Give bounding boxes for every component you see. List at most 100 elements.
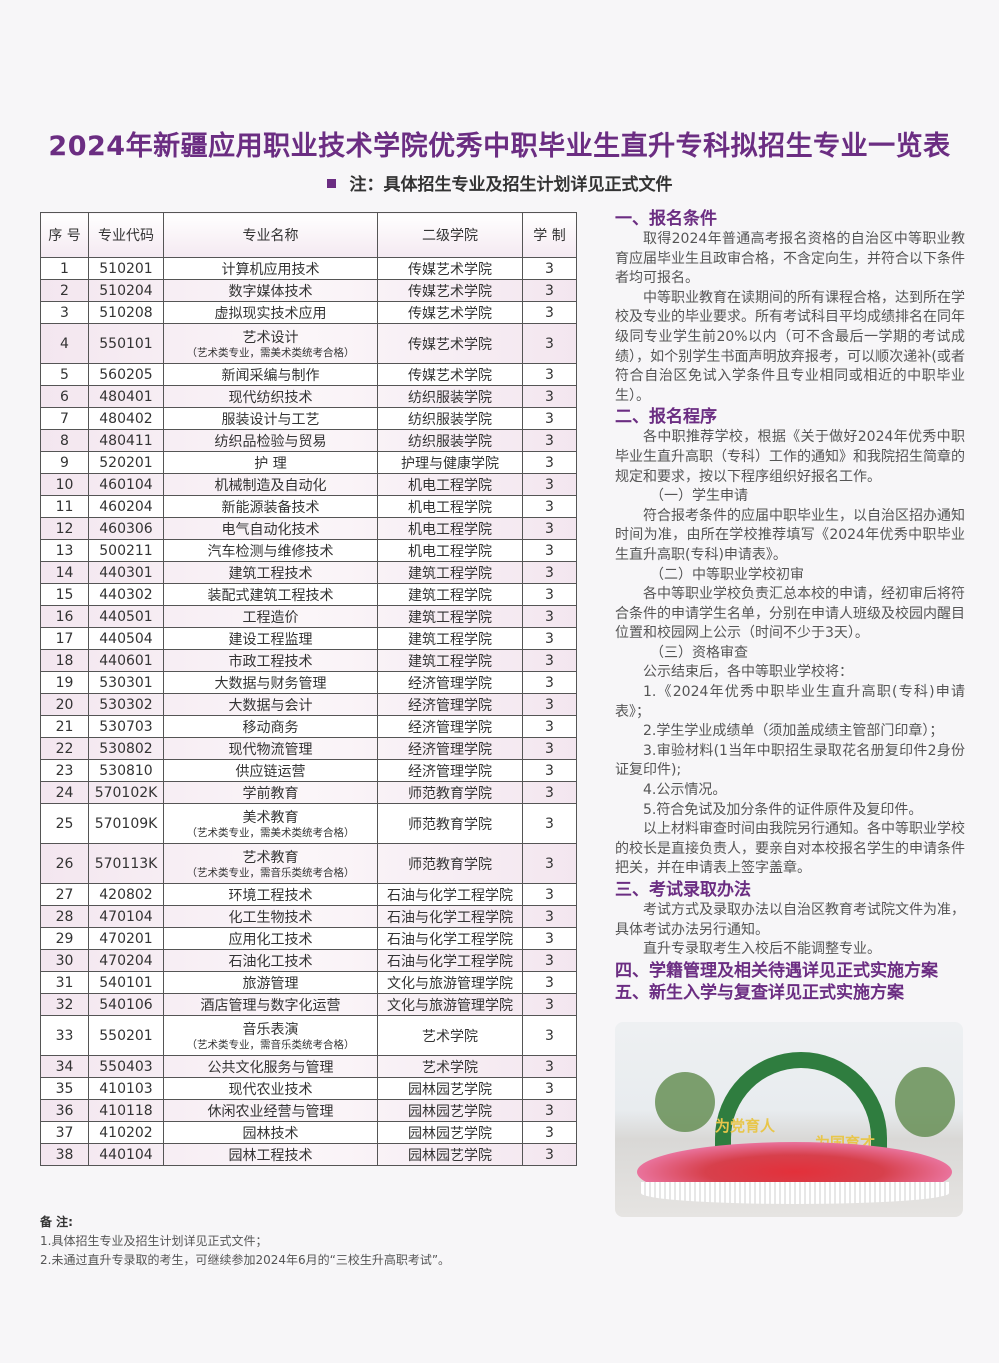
cell-college-text: 石油与化学工程学院 [387,931,513,948]
cell-college-text: 建筑工程学院 [408,609,492,626]
cell-years: 3 [522,759,577,782]
cell-major: 现代农业技术 [163,1077,378,1100]
cell-major-text: 新闻采编与制作 [221,367,320,384]
cell-college-text: 园林园艺学院 [408,1125,492,1142]
cell-college-text: 建筑工程学院 [408,565,492,582]
section-2-list-3: 3.审验材料(1当年中职招生录取花名册复印件2身份证复印件); [615,742,965,779]
cell-years: 3 [522,905,577,928]
cell-no-text: 21 [55,718,74,735]
cell-college: 纺织服装学院 [377,385,523,408]
cell-code: 510208 [88,301,164,324]
cell-major: 旅游管理 [163,971,378,994]
cell-code: 410103 [88,1077,164,1100]
cell-code-text: 470104 [99,908,153,925]
cell-years-text: 3 [545,564,554,581]
cell-no-text: 32 [55,996,74,1013]
major-requirement-note: （艺术类专业，需音乐类统考合格） [186,1039,355,1051]
cell-major-text: 市政工程技术 [228,653,313,670]
cell-major: 休闲农业经营与管理 [163,1099,378,1122]
table-row: 18 440601 市政工程技术 建筑工程学院 3 [40,649,577,672]
cell-no: 4 [40,323,89,364]
cell-years-text: 3 [545,696,554,713]
cell-college-text: 机电工程学院 [408,521,492,538]
cell-years-text: 3 [545,520,554,537]
campus-flowerbed-photo: 为党育人 为国育才 [615,1022,963,1217]
cell-college: 文化与旅游管理学院 [377,993,523,1016]
cell-college: 经济管理学院 [377,759,523,782]
cell-code-text: 480402 [99,410,153,427]
cell-years-text: 3 [545,260,554,277]
cell-major-text: 工程造价 [242,609,299,626]
cell-code-text: 480411 [99,432,153,449]
cell-no-text: 7 [60,410,69,427]
cell-code-text: 440302 [99,586,153,603]
cell-major: 新闻采编与制作 [163,363,378,386]
cell-college-text: 建筑工程学院 [408,653,492,670]
cell-major: 新能源装备技术 [163,495,378,518]
cell-college: 艺术学院 [377,1055,523,1078]
cell-college: 经济管理学院 [377,671,523,694]
cell-code: 540101 [88,971,164,994]
cell-no: 9 [40,451,89,474]
cell-code-text: 530703 [99,718,153,735]
table-row: 12 460306 电气自动化技术 机电工程学院 3 [40,517,577,540]
cell-no-text: 27 [55,886,74,903]
cell-major-text: 建设工程监理 [228,631,313,648]
cell-code: 460306 [88,517,164,540]
section-2-para-1: 各中职推荐学校，根据《关于做好2024年优秀中职毕业生直升高职（专科）工作的通知… [615,429,965,485]
cell-no: 6 [40,385,89,408]
cell-no-text: 23 [55,762,74,779]
cell-years: 3 [522,737,577,760]
cell-no: 7 [40,407,89,430]
cell-no-text: 28 [55,908,74,925]
cell-college: 经济管理学院 [377,693,523,716]
header-code: 专业代码 [88,212,164,258]
cell-code: 530301 [88,671,164,694]
cell-college: 园林园艺学院 [377,1121,523,1144]
cell-no: 14 [40,561,89,584]
section-1-para-2: 中等职业教育在读期间的所有课程合格，达到所在学校及专业的毕业要求。所有考试科目平… [615,289,965,404]
cell-years: 3 [522,539,577,562]
cell-no-text: 24 [55,784,74,801]
cell-years: 3 [522,803,577,844]
cell-major: 移动商务 [163,715,378,738]
cell-no: 3 [40,301,89,324]
cell-no-text: 16 [55,608,74,625]
cell-major: 音乐表演 （艺术类专业，需音乐类统考合格） [163,1015,378,1056]
section-2-para-2: 符合报考条件的应届中职毕业生，以自治区招办通知时间为准，由所在学校推荐填写《20… [615,507,965,563]
cell-years-text: 3 [545,388,554,405]
cell-college: 机电工程学院 [377,517,523,540]
cell-major: 建筑工程技术 [163,561,378,584]
cell-code: 550403 [88,1055,164,1078]
remark-item: 1.具体招生专业及招生计划详见正式文件； [40,1234,268,1248]
cell-no-text: 10 [55,476,74,493]
cell-college-text: 建筑工程学院 [408,631,492,648]
cell-no-text: 34 [55,1058,74,1075]
cell-no-text: 19 [55,674,74,691]
tree-shape [895,1067,955,1137]
section-3-para-1: 考试方式及录取办法以自治区教育考试院文件为准，具体考试办法另行通知。 [615,902,965,938]
cell-code-text: 570102K [94,784,158,801]
cell-major-text: 园林工程技术 [228,1147,313,1164]
cell-college-text: 石油与化学工程学院 [387,909,513,926]
cell-no: 26 [40,843,89,884]
cell-major-text: 电气自动化技术 [221,521,320,538]
cell-code-text: 550101 [99,335,153,352]
cell-college: 师范教育学院 [377,803,523,844]
cell-code-text: 510204 [99,282,153,299]
cell-code-text: 460306 [99,520,153,537]
cell-years-text: 3 [545,335,554,352]
table-row: 38 440104 园林工程技术 园林园艺学院 3 [40,1143,577,1166]
cell-college: 机电工程学院 [377,539,523,562]
table-row: 11 460204 新能源装备技术 机电工程学院 3 [40,495,577,518]
cell-code-text: 480401 [99,388,153,405]
section-2-list-4: 4.公示情况。 [643,782,727,799]
cell-code-text: 500211 [99,542,153,559]
cell-code: 530802 [88,737,164,760]
cell-major: 工程造价 [163,605,378,628]
cell-years-text: 3 [545,996,554,1013]
cell-no: 15 [40,583,89,606]
cell-college: 园林园艺学院 [377,1077,523,1100]
cell-code: 500211 [88,539,164,562]
cell-major: 供应链运营 [163,759,378,782]
